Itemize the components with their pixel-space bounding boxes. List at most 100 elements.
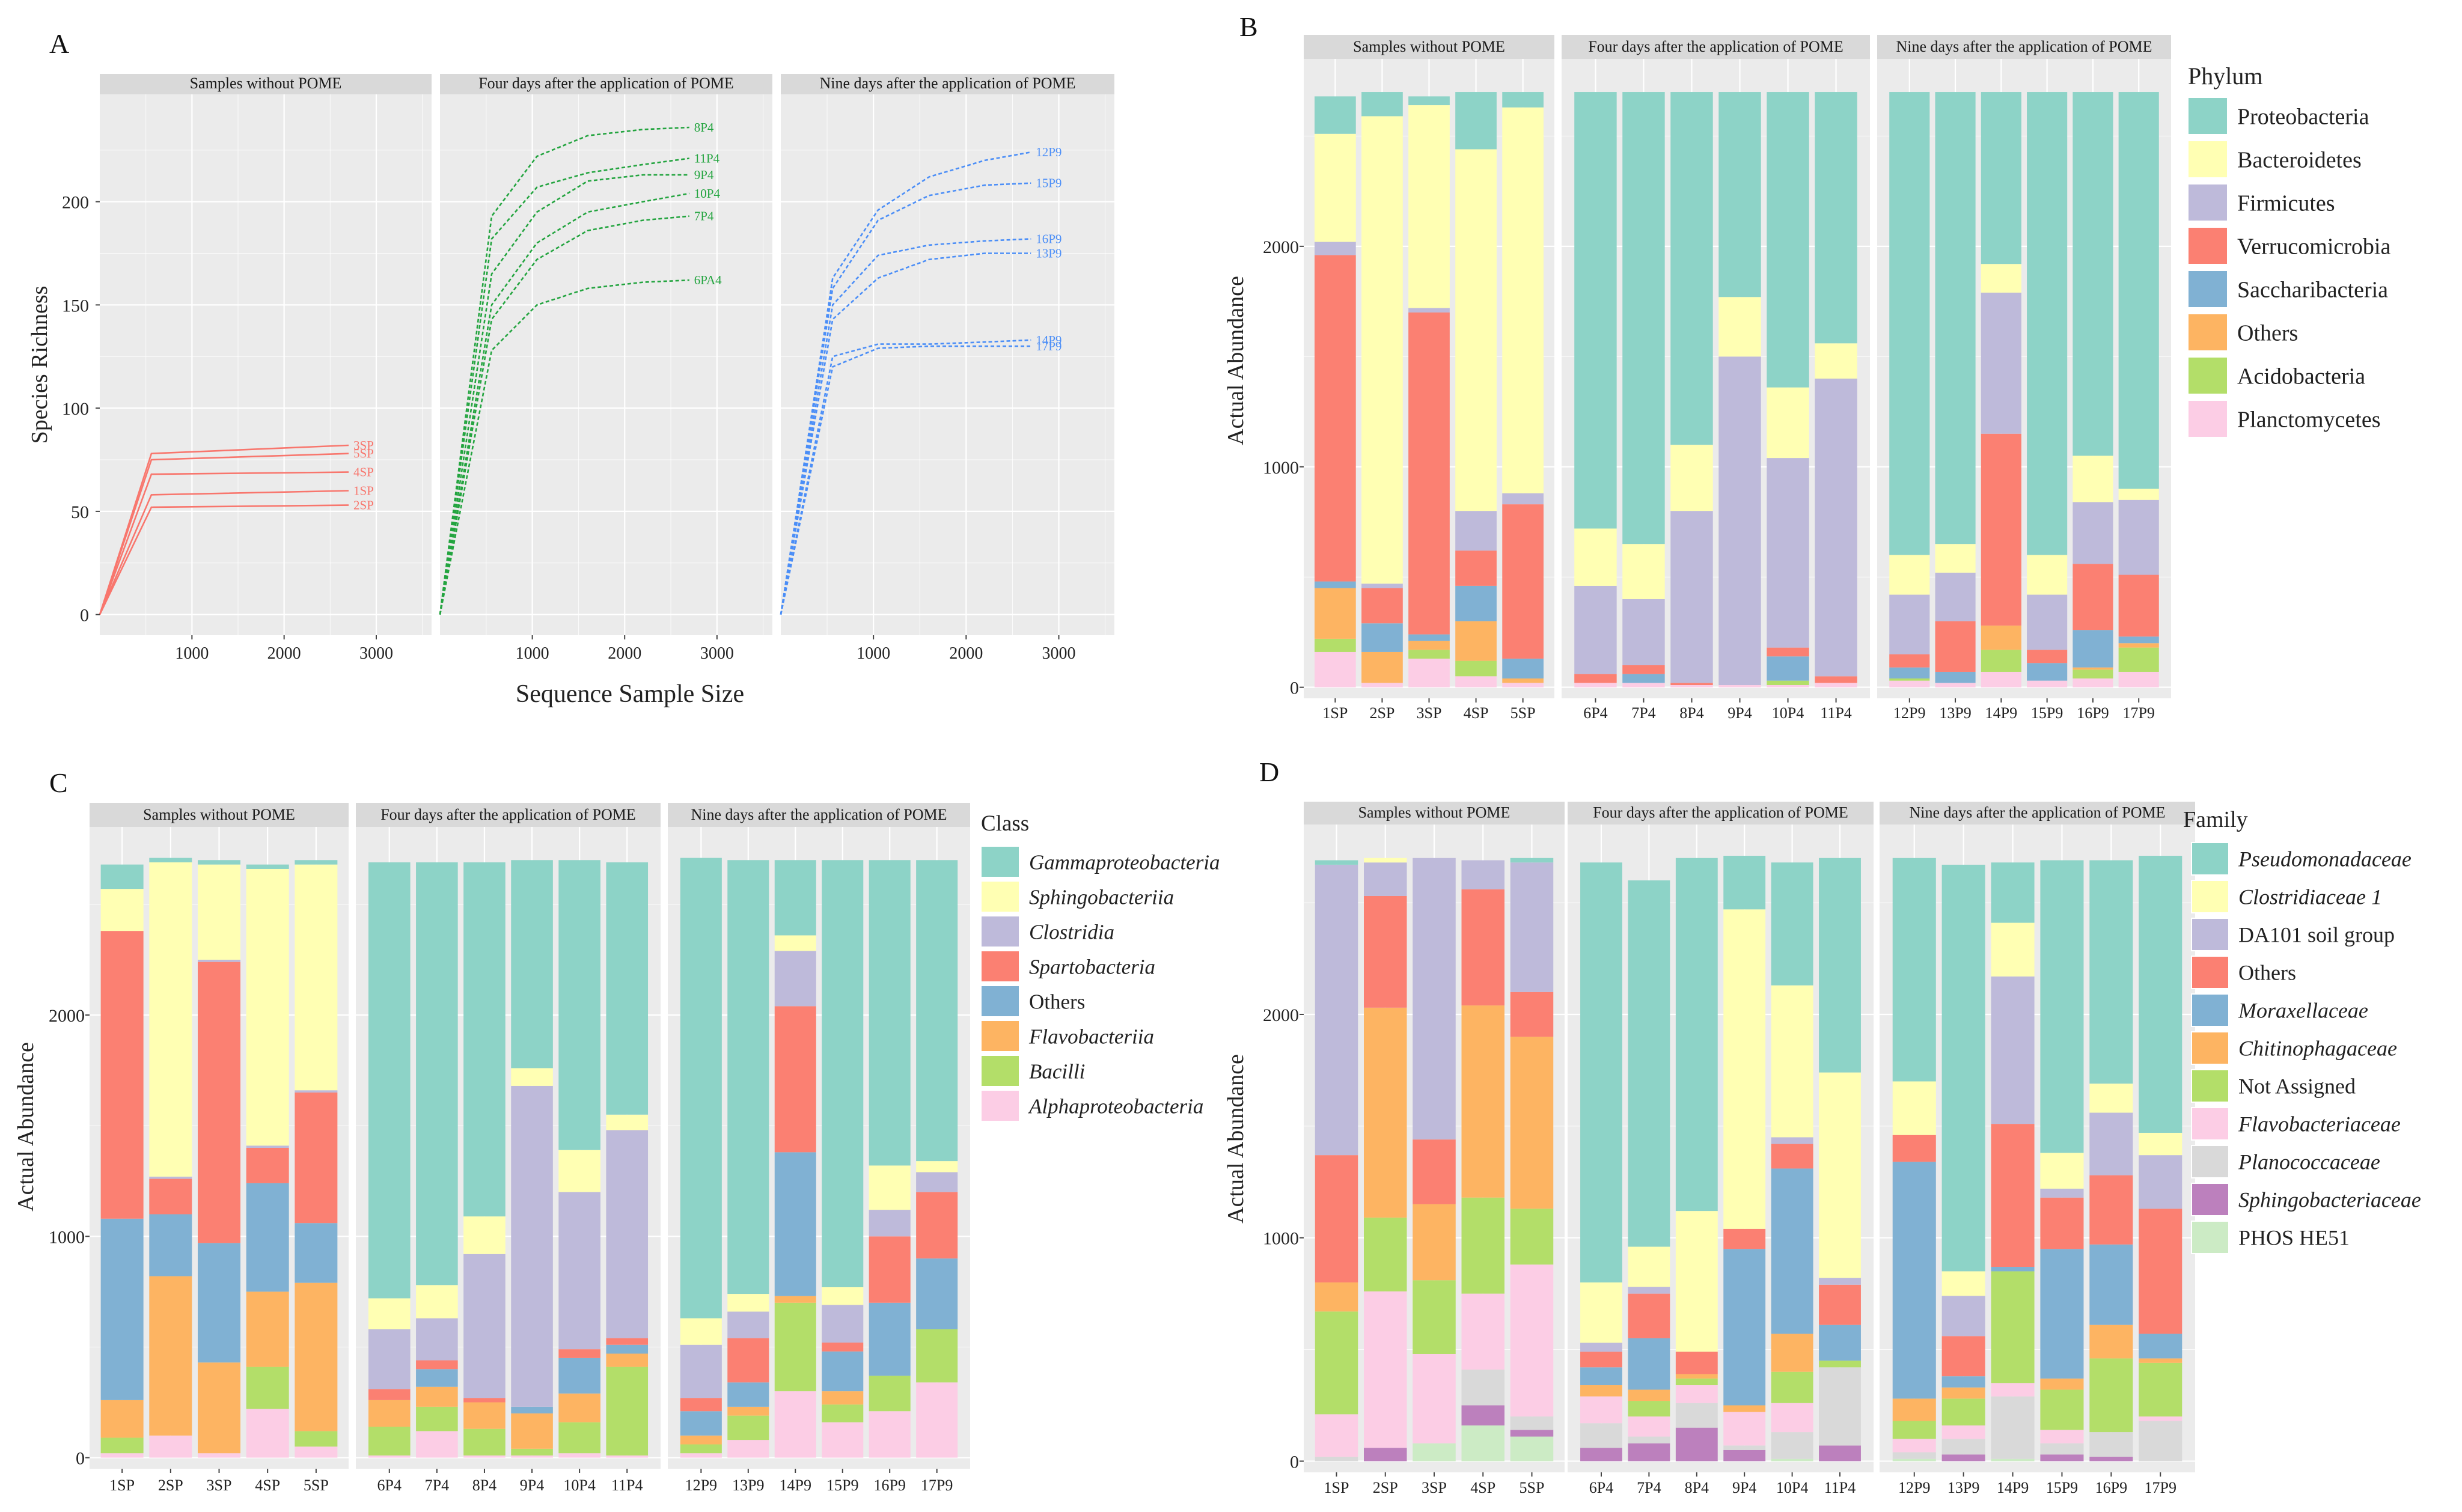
panel-d-legend-label-clostridiaceae-1: Clostridiaceae 1 <box>2238 885 2382 909</box>
panel-b-legend-swatch-planctomycetes <box>2187 400 2228 438</box>
panel-c-bar-segment-15p9-clostridia <box>822 1305 864 1343</box>
panel-d-bar-segment-14p9-not-assigned <box>1991 1271 2035 1383</box>
panel-c-bar-segment-10p4-others <box>558 1358 600 1394</box>
panel-c-bar-segment-2sp-gammaproteobacteria <box>149 858 192 862</box>
panel-d-bar-segment-16p9-planococcaceae <box>2089 1432 2133 1457</box>
panel-b-bar-segment-4sp-others <box>1455 621 1497 661</box>
panel-d-bar-segment-10p4-others <box>1771 1144 1813 1169</box>
panel-c-bar-segment-1sp-sphingobacteriia <box>100 889 144 931</box>
panel-c-bar-segment-10p4-gammaproteobacteria <box>558 860 600 1150</box>
panel-c-x-tick-label-7p4: 7P4 <box>425 1477 449 1494</box>
panel-d-bar-segment-17p9-moraxellaceae <box>2139 1334 2183 1359</box>
panel-d-legend-label-flavobacteriaceae: Flavobacteriaceae <box>2238 1112 2401 1136</box>
panel-c-bar-segment-14p9-spartobacteria <box>774 1006 816 1153</box>
panel-a-y-tick-label: 50 <box>71 502 89 522</box>
panel-b-x-tick-label-6p4: 6P4 <box>1583 704 1607 722</box>
panel-c-legend-swatch-bacilli <box>980 1055 1020 1087</box>
panel-d-legend-label-others: Others <box>2238 961 2296 985</box>
panel-d-bar-segment-16p9-others <box>2089 1175 2133 1245</box>
panel-d-bar-segment-2sp-others <box>1364 895 1407 1008</box>
panel-b-bar-segment-1sp-planctomycetes <box>1315 651 1356 687</box>
panel-b-bar-segment-5sp-saccharibacteria <box>1502 658 1544 678</box>
panel-a-line-6pa4 <box>439 279 689 615</box>
panel-d-bar-segment-7p4-planococcaceae <box>1628 1436 1670 1443</box>
panel-d-bar-segment-13p9-clostridiaceae-1 <box>1941 1271 1985 1296</box>
panel-d-bar-segment-7p4-chitinophagaceae <box>1628 1389 1670 1401</box>
panel-b-bar-segment-13p9-planctomycetes <box>1935 683 1976 687</box>
panel-a-line-label-16p9: 16P9 <box>1036 231 1061 246</box>
panel-b-x-tick-label-17p9: 17P9 <box>2122 704 2154 722</box>
panel-c-x-tick-label-14p9: 14P9 <box>780 1477 811 1494</box>
panel-c-bar-segment-16p9-bacilli <box>869 1376 911 1412</box>
panel-a-line-label-17p9: 17P9 <box>1036 339 1061 353</box>
panel-d-bar-segment-6p4-clostridiaceae-1 <box>1580 1282 1622 1343</box>
panel-c-bar-segment-3sp-gammaproteobacteria <box>197 860 241 865</box>
panel-d-bar-segment-1sp-chitinophagaceae <box>1315 1282 1358 1312</box>
panel-d-bar-segment-7p4-not-assigned <box>1628 1401 1670 1417</box>
panel-d-bar-segment-8p4-flavobacteriaceae <box>1675 1385 1718 1403</box>
panel-b-bar-segment-10p4-verrucomicrobia <box>1767 647 1809 657</box>
panel-b-bar-segment-3sp-saccharibacteria <box>1408 634 1450 641</box>
panel-b-bar-segment-3sp-proteobacteria <box>1408 96 1450 106</box>
panel-d-bar-segment-10p4-phos-he51 <box>1771 1459 1813 1462</box>
panel-c-bar-segment-4sp-gammaproteobacteria <box>246 864 289 869</box>
panel-b-bar-segment-9p4-firmicutes <box>1718 356 1761 685</box>
panel-b-bar-segment-10p4-firmicutes <box>1767 458 1809 648</box>
panel-d-bar-segment-15p9-pseudomonadaceae <box>2040 860 2084 1153</box>
panel-d-bar-segment-11p4-clostridiaceae-1 <box>1819 1072 1861 1278</box>
panel-c-bar-segment-6p4-alphaproteobacteria <box>368 1455 411 1458</box>
panel-b-bar-segment-7p4-verrucomicrobia <box>1622 665 1665 674</box>
panel-b-bar-segment-14p9-verrucomicrobia <box>1981 433 2021 626</box>
panel-c-bar-segment-7p4-others <box>416 1369 458 1387</box>
panel-b-y-tick-label: 2000 <box>1263 237 1299 257</box>
panel-d-bar-segment-5sp-planococcaceae <box>1510 1416 1554 1430</box>
panel-c-bar-segment-13p9-clostridia <box>727 1311 769 1338</box>
panel-d-bar-segment-10p4-flavobacteriaceae <box>1771 1403 1813 1433</box>
panel-d-bar-segment-14p9-flavobacteriaceae <box>1991 1383 2035 1397</box>
panel-b-legend-title: Phylum <box>2188 62 2262 90</box>
panel-b-bar-segment-12p9-bacteroidetes <box>1889 555 1930 595</box>
panel-c-bar-segment-13p9-gammaproteobacteria <box>727 860 769 1294</box>
panel-d-bar-segment-16p9-clostridiaceae-1 <box>2089 1084 2133 1113</box>
panel-a-line-label-4sp: 4SP <box>353 465 374 480</box>
panel-b-x-tick-label-3sp: 3SP <box>1417 704 1442 722</box>
panel-d-bar-segment-2sp-sphingobacteriaceae <box>1364 1448 1407 1462</box>
panel-d-bar-segment-13p9-pseudomonadaceae <box>1941 864 1985 1272</box>
panel-c-bar-segment-13p9-others <box>727 1382 769 1407</box>
panel-d-bar-segment-3sp-others <box>1413 1139 1456 1204</box>
panel-b-legend-swatch-bacteroidetes <box>2187 140 2228 178</box>
panel-c-bar-segment-17p9-others <box>916 1258 958 1329</box>
panel-c-bar-segment-7p4-spartobacteria <box>416 1360 458 1370</box>
panel-d-bar-segment-5sp-chitinophagaceae <box>1510 1037 1554 1209</box>
panel-d-legend-swatch-planococcaceae <box>2191 1145 2229 1178</box>
panel-d-bar-segment-9p4-moraxellaceae <box>1723 1249 1766 1406</box>
panel-b-bar-segment-8p4-bacteroidetes <box>1670 445 1713 511</box>
panel-b-bar-segment-9p4-bacteroidetes <box>1718 297 1761 357</box>
panel-b-bar-segment-11p4-bacteroidetes <box>1815 343 1857 379</box>
panel-d-bar-segment-6p4-flavobacteriaceae <box>1580 1396 1622 1424</box>
panel-c-bar-segment-16p9-alphaproteobacteria <box>869 1411 911 1458</box>
panel-d-bar-segment-8p4-chitinophagaceae <box>1675 1374 1718 1379</box>
panel-c-bar-segment-13p9-sphingobacteriia <box>727 1294 769 1312</box>
panel-c-bar-segment-4sp-others <box>246 1183 289 1292</box>
panel-c-bar-segment-13p9-alphaproteobacteria <box>727 1440 769 1458</box>
panel-d-bar-segment-15p9-flavobacteriaceae <box>2040 1430 2084 1443</box>
panel-b-bar-segment-16p9-planctomycetes <box>2073 678 2113 687</box>
panel-c-bar-segment-16p9-others <box>869 1302 911 1376</box>
panel-c-legend-title: Class <box>981 811 1029 836</box>
panel-b-bar-segment-7p4-saccharibacteria <box>1622 674 1665 683</box>
panel-d-bar-segment-6p4-planococcaceae <box>1580 1423 1622 1448</box>
panel-b-x-tick-label-15p9: 15P9 <box>2031 704 2063 722</box>
panel-d-bar-segment-4sp-sphingobacteriaceae <box>1461 1405 1504 1425</box>
panel-b-bar-segment-13p9-bacteroidetes <box>1935 544 1976 573</box>
panel-b-bar-segment-2sp-planctomycetes <box>1361 683 1403 687</box>
panel-b-bar-segment-15p9-proteobacteria <box>2027 92 2068 555</box>
panel-d-bar-segment-6p4-pseudomonadaceae <box>1580 862 1622 1283</box>
panel-d-bar-segment-11p4-others <box>1819 1284 1861 1325</box>
panel-d-bar-segment-15p9-not-assigned <box>2040 1389 2084 1430</box>
panel-b-bar-segment-4sp-acidobacteria <box>1455 660 1497 677</box>
panel-d-bar-segment-10p4-not-assigned <box>1771 1371 1813 1403</box>
panel-b-bar-segment-15p9-planctomycetes <box>2027 680 2068 687</box>
panel-d-bar-segment-9p4-sphingobacteriaceae <box>1723 1450 1766 1462</box>
panel-c-bar-segment-5sp-sphingobacteriia <box>295 864 338 1091</box>
